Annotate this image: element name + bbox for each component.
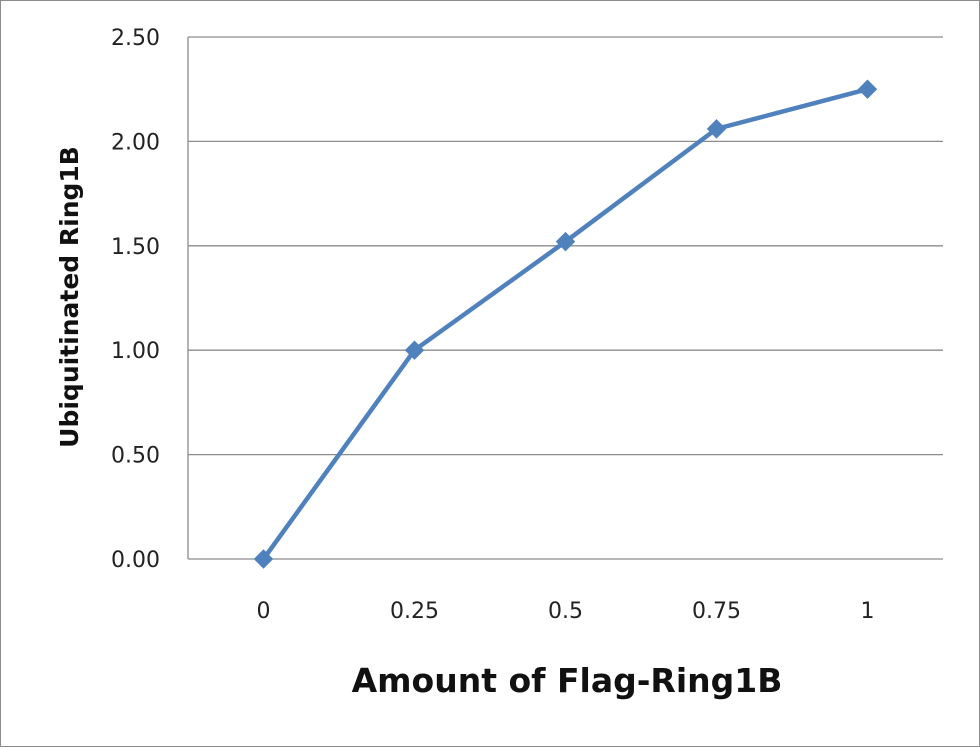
y-tick-label: 0.50: [111, 444, 160, 469]
y-tick-label: 2.50: [111, 26, 160, 51]
x-tick-label: 0.75: [692, 599, 741, 624]
y-tick-label: 0.00: [111, 548, 160, 573]
x-tick-label: 1: [861, 599, 875, 624]
x-tick-label: 0: [257, 599, 271, 624]
x-axis-tick-labels: 0 0.25 0.5 0.75 1: [257, 599, 875, 624]
series-line: [261, 86, 870, 562]
x-tick-label: 0.5: [548, 599, 583, 624]
data-point-marker: [253, 549, 274, 569]
series-layer: [261, 86, 870, 562]
data-point-marker: [706, 119, 727, 139]
gridlines: [187, 36, 943, 560]
y-axis-label: Ubiquitinated Ring1B: [55, 146, 84, 448]
data-point-marker: [857, 79, 878, 99]
y-tick-label: 1.50: [111, 235, 160, 260]
y-tick-label: 1.00: [111, 339, 160, 364]
y-axis-tick-labels: 0.00 0.50 1.00 1.50 2.00 2.50: [111, 26, 160, 573]
x-tick-label: 0.25: [390, 599, 439, 624]
y-tick-label: 2.00: [111, 130, 160, 155]
data-point-marker: [404, 340, 425, 360]
data-point-marker: [555, 231, 576, 252]
marker-layer: [253, 79, 878, 569]
x-axis-label: Amount of Flag-Ring1B: [352, 661, 783, 700]
